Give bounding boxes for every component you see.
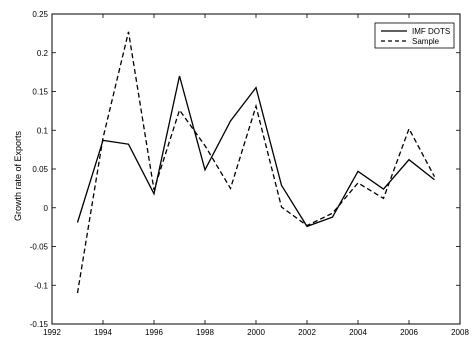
y-tick-label: -0.05 (30, 243, 49, 252)
x-tick-label: 2006 (400, 328, 418, 337)
series-layer (76, 31, 436, 294)
legend-label-sample: Sample (412, 37, 440, 46)
y-tick-label: 0.05 (32, 165, 48, 174)
y-tick-label: 0.1 (37, 126, 49, 135)
legend: IMF DOTS Sample (374, 22, 455, 49)
ticks-layer: 1992 1994 1996 1998 2000 2002 2004 2006 2008 -0.1… (30, 10, 470, 337)
x-tick-label: 1998 (196, 328, 214, 337)
y-tick-label: -0.15 (30, 320, 49, 329)
plot-frame (51, 13, 461, 325)
x-tick-label: 1992 (43, 328, 61, 337)
series-line-sample (76, 31, 436, 294)
x-tick-label: 2000 (247, 328, 265, 337)
y-axis-label: Growth rate of Exports (13, 130, 23, 221)
x-tick-label: 1994 (94, 328, 112, 337)
legend-box (374, 22, 455, 49)
x-tick-label: 2004 (349, 328, 367, 337)
x-tick-label: 2002 (298, 328, 316, 337)
series-line-imf-dots (76, 75, 435, 228)
y-tick-label: 0.25 (32, 10, 48, 19)
legend-label-imf-dots: IMF DOTS (412, 27, 450, 36)
x-tick-label: 1996 (145, 328, 163, 337)
x-tick-label: 2008 (451, 328, 469, 337)
y-tick-label: -0.1 (34, 281, 48, 290)
y-tick-label: 0.2 (37, 49, 49, 58)
y-tick-label: 0.15 (32, 88, 48, 97)
y-tick-label: 0 (44, 204, 49, 213)
